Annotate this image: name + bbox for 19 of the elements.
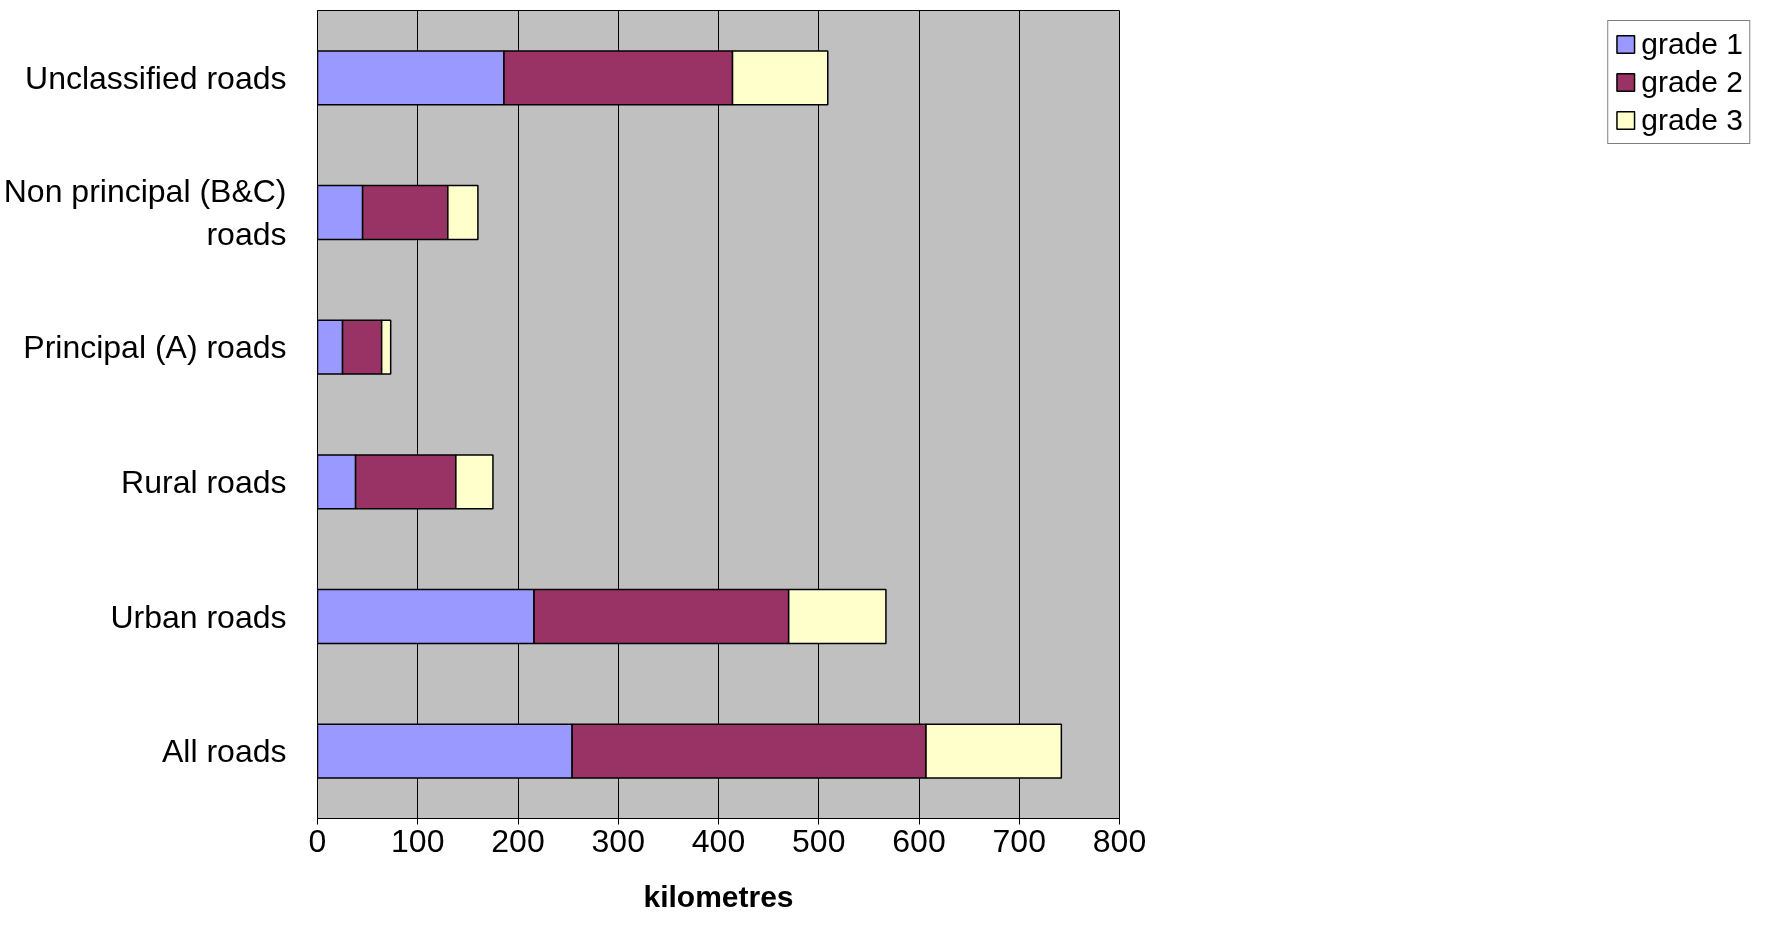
y-tick-label: Urban roads: [110, 598, 287, 635]
y-tick-label: Non principal (B&C) roads: [3, 172, 287, 253]
y-tick-label: Principal (A) roads: [23, 329, 287, 366]
x-tick-label: 300: [591, 822, 645, 859]
x-tick-label: 200: [491, 822, 545, 859]
x-tick-label: 800: [1092, 822, 1147, 859]
legend-label: grade 3: [1641, 103, 1743, 137]
x-tick-label: 400: [691, 822, 746, 859]
x-axis-title: kilometres: [643, 879, 794, 913]
x-tick-label: 100: [391, 822, 445, 859]
y-tick-label: Rural roads: [121, 463, 287, 500]
y-tick-label: Unclassified roads: [25, 59, 287, 96]
x-tick-label: 500: [792, 822, 846, 859]
y-tick-label: All roads: [162, 733, 287, 770]
x-tick-label: 700: [992, 822, 1046, 859]
legend-label: grade 1: [1641, 27, 1743, 61]
x-tick-label: 600: [892, 822, 946, 859]
legend-label: grade 2: [1641, 65, 1743, 99]
x-tick-label: 0: [308, 822, 327, 859]
